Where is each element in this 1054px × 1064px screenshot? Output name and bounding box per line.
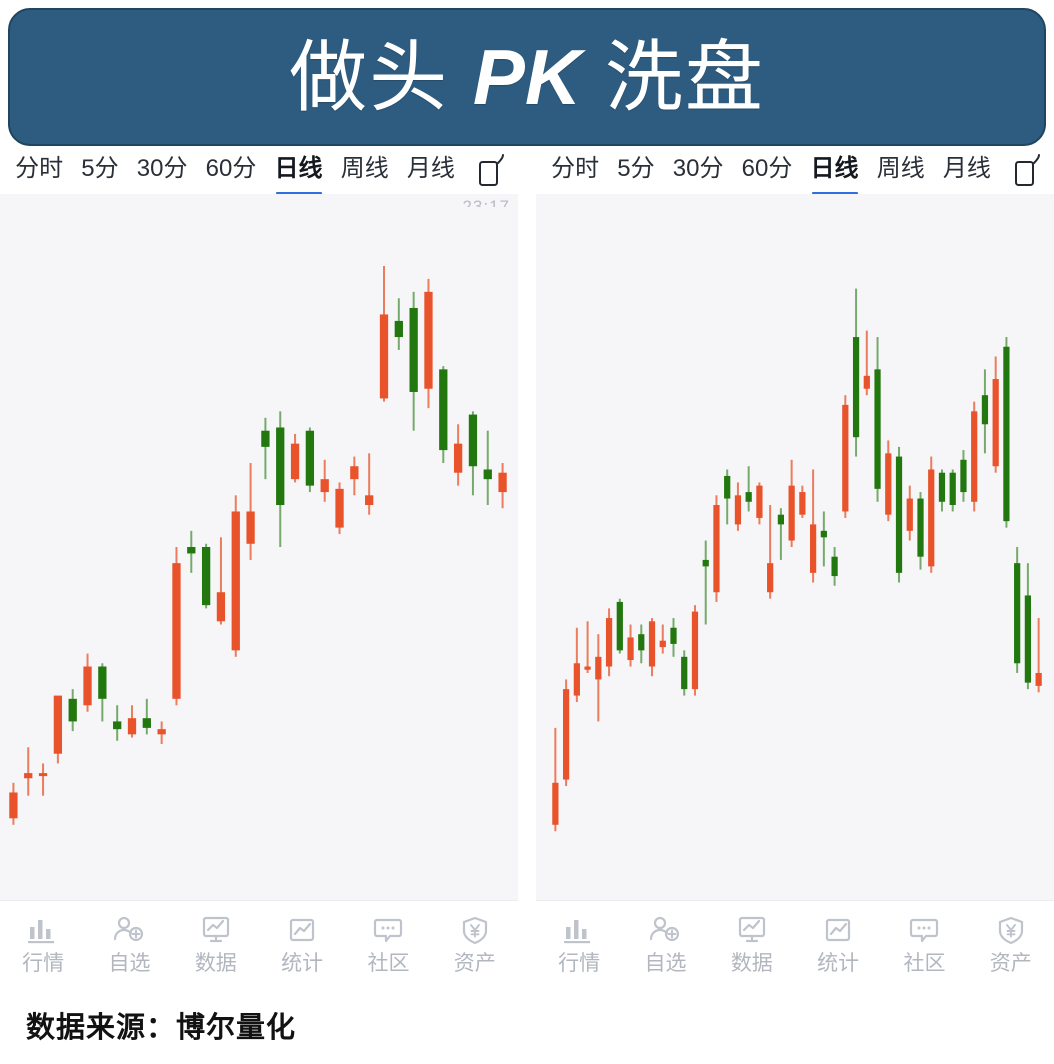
right-bottom-nav: 行情 自选 xyxy=(536,900,1054,986)
left-panel: 分时 5分 30分 60分 日线 周线 月线 23:17 xyxy=(0,146,518,986)
tab-monthly-right[interactable]: 月线 xyxy=(942,155,991,182)
nav-label-data-left: 数据 xyxy=(194,952,237,975)
bar-chart-icon xyxy=(25,911,61,949)
nav-label-data-right: 数据 xyxy=(730,952,773,975)
line-chart-icon xyxy=(284,911,320,949)
bar-chart-icon xyxy=(561,911,597,949)
rotate-screen-icon-left[interactable] xyxy=(464,153,518,187)
chart-panels: 分时 5分 30分 60分 日线 周线 月线 23:17 xyxy=(0,146,1054,986)
nav-label-watchlist-left: 自选 xyxy=(108,952,151,975)
nav-label-stats-right: 统计 xyxy=(817,952,860,975)
tab-5min-right[interactable]: 5分 xyxy=(617,155,655,182)
footer-caption: 数据来源：博尔量化 xyxy=(26,1012,297,1044)
nav-item-community-left[interactable]: 社区 xyxy=(345,911,431,974)
nav-label-community-right: 社区 xyxy=(903,952,946,975)
nav-item-watchlist-left[interactable]: 自选 xyxy=(86,911,172,974)
right-period-tabstrip: 分时 5分 30分 60分 日线 周线 月线 xyxy=(536,146,1054,194)
tab-daily-left[interactable]: 日线 xyxy=(265,146,331,194)
nav-item-stats-right[interactable]: 统计 xyxy=(795,911,881,974)
tab-30min-left[interactable]: 30分 xyxy=(136,155,188,182)
left-period-tabstrip: 分时 5分 30分 60分 日线 周线 月线 xyxy=(0,146,518,194)
left-bottom-nav: 行情 自选 xyxy=(0,900,518,986)
nav-item-market-right[interactable]: 行情 xyxy=(536,911,622,974)
yuan-shield-icon xyxy=(457,911,493,949)
left-chart-corner-label: 23:17 xyxy=(462,197,510,207)
title-banner: 做头 PK 洗盘 xyxy=(8,8,1046,146)
title-text-part1: 做头 xyxy=(289,33,473,121)
monitor-chart-icon xyxy=(734,911,770,949)
tab-fenshi-right[interactable]: 分时 xyxy=(551,155,600,182)
nav-label-stats-left: 统计 xyxy=(281,952,324,975)
title-text-part2: 洗盘 xyxy=(581,33,765,121)
add-user-icon xyxy=(111,911,147,949)
tab-60min-right[interactable]: 60分 xyxy=(741,155,793,182)
nav-item-data-left[interactable]: 数据 xyxy=(173,911,259,974)
right-candlestick-chart[interactable] xyxy=(536,194,1054,900)
line-chart-icon xyxy=(820,911,856,949)
tab-60min-left[interactable]: 60分 xyxy=(205,155,257,182)
nav-label-assets-right: 资产 xyxy=(989,952,1032,975)
nav-item-assets-left[interactable]: 资产 xyxy=(432,911,518,974)
nav-item-stats-left[interactable]: 统计 xyxy=(259,911,345,974)
rotate-screen-icon-right[interactable] xyxy=(1000,153,1054,187)
nav-item-assets-right[interactable]: 资产 xyxy=(968,911,1054,974)
tab-5min-left[interactable]: 5分 xyxy=(81,155,119,182)
tab-30min-right[interactable]: 30分 xyxy=(672,155,724,182)
nav-label-community-left: 社区 xyxy=(367,952,410,975)
chat-bubble-icon xyxy=(906,911,942,949)
chat-bubble-icon xyxy=(370,911,406,949)
nav-item-watchlist-right[interactable]: 自选 xyxy=(622,911,708,974)
left-candlestick-chart[interactable]: 23:17 xyxy=(0,194,518,900)
tab-daily-right[interactable]: 日线 xyxy=(801,146,867,194)
nav-item-market-left[interactable]: 行情 xyxy=(0,911,86,974)
title-text-pk: PK xyxy=(472,33,582,121)
monitor-chart-icon xyxy=(198,911,234,949)
tab-weekly-left[interactable]: 周线 xyxy=(340,155,389,182)
nav-label-assets-left: 资产 xyxy=(453,952,496,975)
tab-monthly-left[interactable]: 月线 xyxy=(406,155,455,182)
panel-divider xyxy=(518,146,536,986)
nav-item-community-right[interactable]: 社区 xyxy=(881,911,967,974)
nav-label-watchlist-right: 自选 xyxy=(644,952,687,975)
nav-label-market-left: 行情 xyxy=(22,952,65,975)
tab-weekly-right[interactable]: 周线 xyxy=(876,155,925,182)
nav-item-data-right[interactable]: 数据 xyxy=(709,911,795,974)
nav-label-market-right: 行情 xyxy=(558,952,601,975)
yuan-shield-icon xyxy=(993,911,1029,949)
tab-fenshi-left[interactable]: 分时 xyxy=(15,155,64,182)
page-title: 做头 PK 洗盘 xyxy=(289,38,765,116)
add-user-icon xyxy=(647,911,683,949)
right-panel: 分时 5分 30分 60分 日线 周线 月线 xyxy=(536,146,1054,986)
